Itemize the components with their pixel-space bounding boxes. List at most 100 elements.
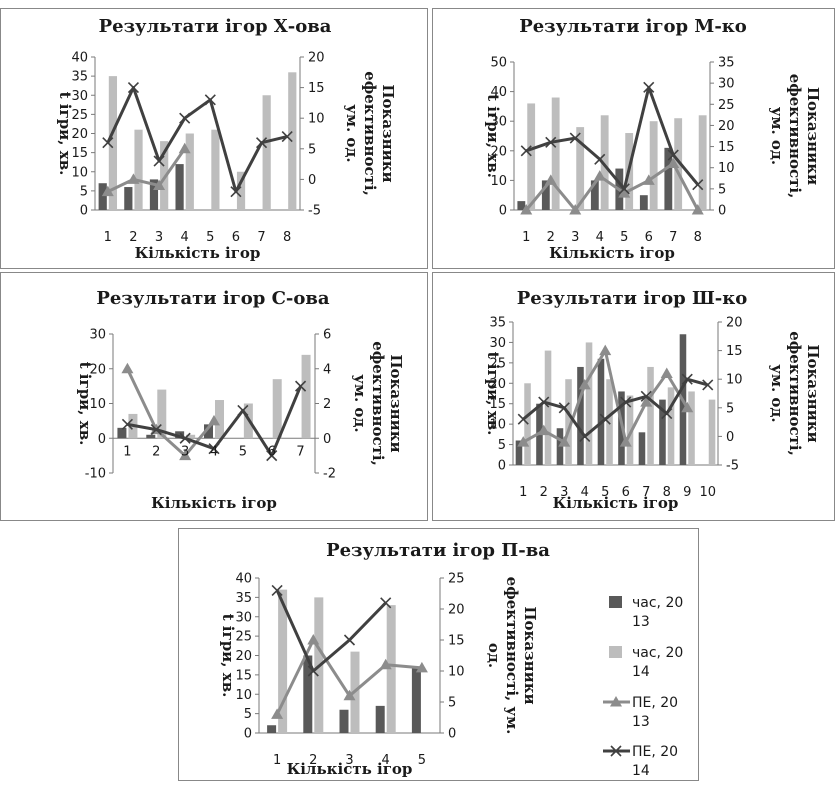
series-line [522,377,709,438]
bar [541,180,550,210]
bar [659,399,666,465]
bar [515,440,523,465]
marker-x [579,430,591,442]
bar [117,427,127,439]
marker-x [230,186,242,198]
y2-axis-label-line: ефективності, [361,71,379,196]
marker-x [121,418,133,430]
y2-tick-label: 20 [308,51,325,66]
y-tick-label: 30 [235,610,252,625]
chart-panel: Результати ігор Х-ова0510152025303540-50… [0,8,428,269]
x-tick-label: 2 [540,485,548,500]
y2-tick-label: 15 [448,634,465,649]
marker-x [661,407,673,420]
bar [146,434,156,439]
bar [708,399,716,465]
y-tick-label: 0 [499,204,507,219]
bar [667,387,675,465]
y2-tick-label: 4 [323,362,331,377]
bar [108,76,118,210]
y2-axis-label-line: ефективності, [786,331,804,456]
x-tick-label: 5 [239,444,247,459]
marker-triangle [127,173,140,184]
y-tick-label: 10 [235,688,252,703]
x-tick-label: 1 [104,230,112,245]
marker-x [127,82,140,94]
marker-x [343,634,356,646]
legend-label: ПЕ, 20 [632,744,678,760]
x-axis-label: Кількість ігор [135,244,261,262]
legend-label: 13 [632,714,650,730]
y2-tick-label: 10 [448,665,465,680]
x-tick-label: 7 [257,230,265,245]
x-tick-label: 5 [206,230,214,245]
marker-triangle [520,204,533,215]
marker-triangle [179,449,192,461]
x-tick-label: 5 [601,485,609,500]
bar [98,183,107,210]
y2-axis-label-line: Показники [804,344,822,442]
legend-label: 13 [632,614,650,630]
bar [647,366,654,465]
y-tick-label: 35 [71,70,88,85]
marker-triangle [415,661,428,673]
y2-tick-label: -2 [323,467,336,482]
marker-triangle [271,708,284,719]
bar [698,115,707,210]
y2-tick-label: 25 [718,98,735,113]
marker-x [255,137,268,149]
y-tick-label: 5 [498,438,506,453]
bar [262,95,271,210]
bar [411,667,421,733]
marker-x [643,81,655,93]
y-tick-label: 35 [489,316,506,331]
bar [124,187,133,210]
y-tick-label: 0 [244,727,252,742]
bar [606,379,613,465]
y-tick-label: 30 [89,328,106,343]
marker-x [692,179,704,191]
marker-triangle [178,142,191,154]
x-tick-label: 1 [519,485,527,500]
marker-triangle [208,414,220,426]
y-tick-label: 40 [235,572,252,587]
x-tick-label: 4 [181,230,189,245]
y-tick-label: 10 [489,418,506,433]
x-tick-label: 3 [181,444,189,459]
chart-title: Результати ігор Х-ова [99,16,332,37]
bar [375,705,385,733]
marker-triangle [537,424,550,436]
marker-x [237,404,249,417]
y-tick-label: 40 [490,85,507,100]
x-tick-label: 6 [622,485,630,500]
x-tick-label: 6 [232,230,240,245]
y-tick-label: 20 [490,144,507,159]
chart-title: Результати ігор Ш-ко [517,288,748,309]
chart-panel: Результати ігор Ш-ко05101520253035-50510… [432,272,835,521]
marker-x [599,413,611,425]
y2-tick-label: 10 [308,112,325,127]
bar [339,709,349,733]
y2-tick-label: -5 [308,204,321,219]
bar [638,432,646,465]
y-tick-label: -10 [85,467,106,482]
marker-x [681,373,693,385]
marker-x [281,130,293,143]
y-axis-label: t ігри, хв. [484,94,502,178]
bar [301,354,311,439]
marker-x [620,396,632,408]
x-axis-label: Кількість ігор [151,494,277,512]
marker-x [266,450,278,462]
marker-triangle [667,157,680,168]
x-tick-label: 3 [571,230,579,245]
bar [186,434,196,439]
y-tick-label: 10 [89,397,106,412]
marker-triangle [593,170,606,181]
y2-tick-label: 5 [718,182,726,197]
y2-tick-label: 10 [718,161,735,176]
y2-tick-label: 20 [448,603,465,618]
x-tick-label: 6 [268,444,276,459]
y2-axis-label-line: Показники [387,354,405,452]
